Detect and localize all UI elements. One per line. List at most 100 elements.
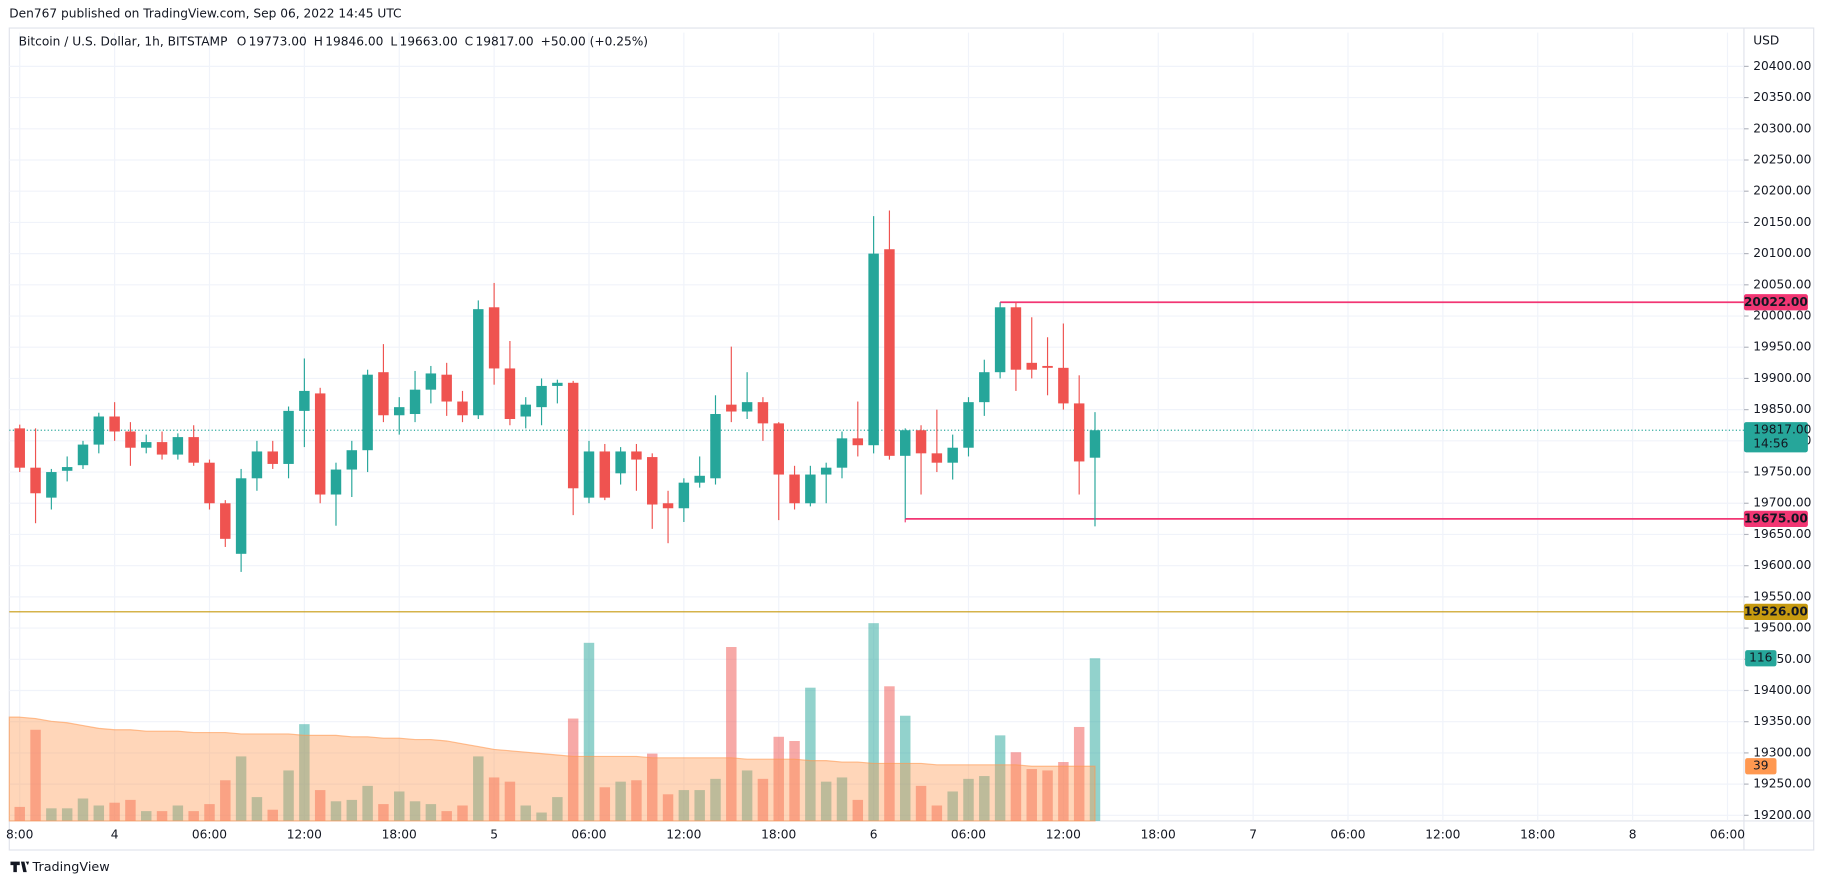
volume-ma-tag-box (1745, 758, 1777, 775)
candle-body (773, 423, 784, 475)
volume-bar (394, 791, 405, 821)
candle-body (77, 444, 89, 466)
candle-body (204, 462, 215, 504)
candle-body (994, 307, 1006, 373)
x-tick-label: 12:00 (1425, 827, 1460, 841)
volume-bar (884, 686, 895, 821)
candle-body (61, 467, 73, 471)
y-tick-label: 19500.00 (1753, 621, 1811, 635)
volume-bar (314, 790, 326, 821)
y-tick-label: 19400.00 (1753, 683, 1811, 697)
candle-body (394, 407, 405, 416)
volume-bar (947, 791, 958, 821)
volume-bar (1010, 752, 1022, 821)
volume-bar (235, 756, 247, 821)
candle-body (188, 437, 199, 463)
candle-body (267, 451, 278, 464)
volume-ma-tag: 39 (1753, 759, 1769, 773)
candle-body (457, 401, 468, 416)
x-tick-label: 18:00 (1520, 827, 1555, 841)
y-tick-label: 20050.00 (1753, 277, 1811, 291)
y-tick-label: 19850.00 (1753, 402, 1811, 416)
x-tick-label: 18:00 (1141, 827, 1176, 841)
y-tick-label: 20400.00 (1753, 59, 1811, 73)
x-tick-label: 06:00 (1330, 827, 1365, 841)
volume-bar (378, 804, 389, 821)
volume-tag-box (1745, 650, 1777, 667)
volume-bar (741, 770, 753, 821)
x-tick-label: 06:00 (571, 827, 606, 841)
candle-body (346, 450, 358, 470)
volume-bar (520, 805, 531, 821)
volume-bar (694, 790, 705, 821)
candle-body (552, 382, 563, 386)
volume-bar (900, 715, 911, 821)
publisher: Den767 published on TradingView.com, Sep… (9, 7, 401, 21)
volume-bar (1026, 769, 1037, 821)
candle-body (378, 372, 389, 416)
candle-body (30, 467, 41, 494)
y-tick-label: 20350.00 (1753, 90, 1811, 104)
volume-bar (141, 811, 152, 821)
volume-bar (457, 805, 468, 821)
volume-bar (836, 777, 848, 821)
candle-body (314, 393, 326, 495)
volume-bar (868, 623, 879, 821)
volume-bar (46, 808, 57, 821)
volume-bar (473, 756, 484, 821)
candle-body (710, 414, 721, 479)
candle-body (362, 374, 373, 451)
x-tick-label: 8:00 (6, 827, 33, 841)
x-tick-label: 8 (1629, 827, 1637, 841)
y-tick-label: 19750.00 (1753, 465, 1811, 479)
volume-bar (204, 804, 215, 821)
candle-body (631, 451, 642, 460)
volume-bar (220, 780, 231, 821)
candle-body (14, 428, 25, 468)
volume-bar (299, 724, 310, 821)
x-tick-label: 06:00 (951, 827, 986, 841)
volume-bar (251, 797, 263, 821)
candle-body (884, 249, 895, 456)
candle-body (441, 374, 452, 402)
legend: Bitcoin / U.S. Dollar, 1h, BITSTAMP O 1977… (19, 34, 648, 48)
x-tick-label: 18:00 (761, 827, 796, 841)
axes: 8:00 4 06:00 12:00 18:00 5 06:00 12:00 18:00 6 06:… (6, 59, 1811, 842)
candle-body (172, 437, 184, 455)
volume-bar (852, 799, 864, 821)
x-tick-label: 5 (490, 827, 498, 841)
y-tick-label: 19900.00 (1753, 371, 1811, 385)
candle-body (1042, 365, 1053, 368)
volume-bar (425, 804, 437, 821)
volume-bar (188, 811, 199, 821)
x-tick-label: 4 (111, 827, 119, 841)
candle-body (46, 472, 57, 498)
volume-bar (599, 787, 611, 821)
candle-body (283, 410, 294, 464)
y-tick-label: 20200.00 (1753, 184, 1811, 198)
x-tick-label: 06:00 (1710, 827, 1745, 841)
candle-body (868, 253, 879, 446)
candle-body (251, 451, 263, 479)
volume-bar (678, 790, 690, 821)
level-label-box (1743, 510, 1808, 528)
y-tick-label: 19950.00 (1753, 340, 1811, 354)
candle-body (536, 385, 547, 408)
candle-body (694, 475, 705, 483)
chart-frame (8, 27, 1815, 851)
x-tick-label: 12:00 (666, 827, 701, 841)
volume-bar (583, 642, 595, 821)
volume-bar (1073, 726, 1085, 821)
volume-bar (156, 811, 168, 821)
volume-bar (931, 805, 943, 821)
x-tick-label: 12:00 (287, 827, 322, 841)
candle-body (599, 451, 611, 498)
candle-body (125, 431, 136, 448)
volume-bar (552, 797, 563, 821)
volume-bar (536, 812, 547, 821)
candle-body (488, 307, 500, 369)
candle-body (1010, 307, 1022, 370)
volume-bar (994, 735, 1006, 821)
volume-bar (647, 753, 658, 821)
volume-bar (504, 781, 516, 821)
